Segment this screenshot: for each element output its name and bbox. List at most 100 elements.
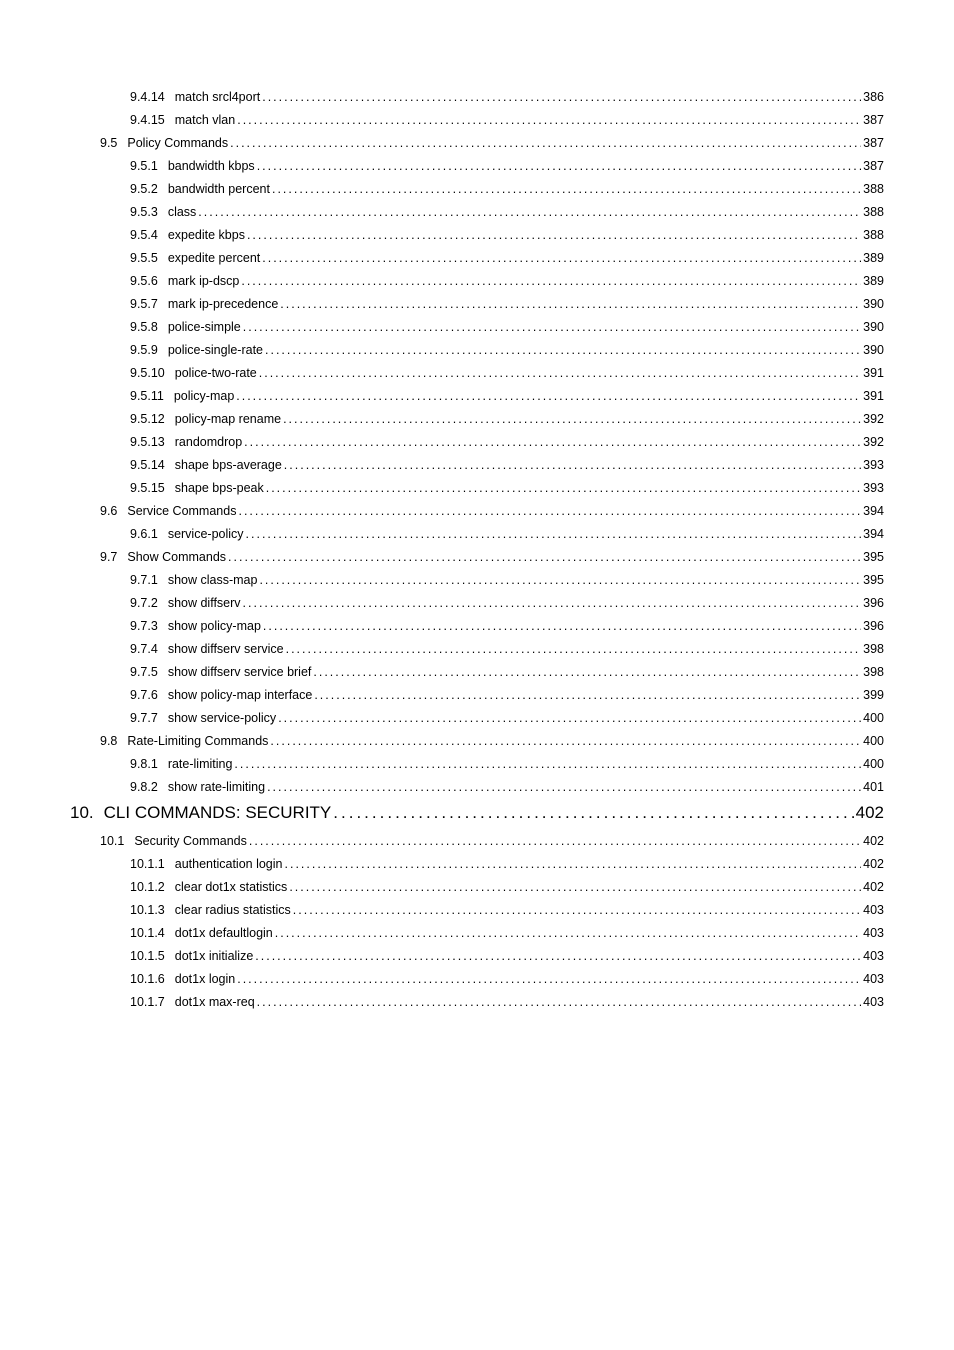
toc-leader-dots: ........................................… bbox=[238, 504, 861, 518]
toc-entry: 9.7.2 show diffserv......................… bbox=[70, 596, 884, 610]
toc-entry-page: 395 bbox=[863, 573, 884, 587]
toc-entry: 9.7.4show diffserv service..............… bbox=[70, 642, 884, 656]
toc-entry-title: Security Commands bbox=[134, 834, 247, 848]
toc-entry-page: 403 bbox=[863, 972, 884, 986]
toc-entry-title: show policy-map interface bbox=[168, 688, 313, 702]
toc-entry-number: 9.5.9 bbox=[130, 343, 158, 357]
toc-entry-page: 394 bbox=[863, 504, 884, 518]
toc-entry-title: clear dot1x statistics bbox=[175, 880, 288, 894]
toc-entry-number: 9.7.2 bbox=[130, 596, 158, 610]
toc-entry-number: 9.5.11 bbox=[130, 389, 164, 403]
toc-entry: 9.5.7mark ip-precedence.................… bbox=[70, 297, 884, 311]
toc-entry: 9.8.2show rate-limiting.................… bbox=[70, 780, 884, 794]
toc-entry-number: 9.8.2 bbox=[130, 780, 158, 794]
toc-entry-page: 387 bbox=[863, 159, 884, 173]
toc-leader-dots: ........................................… bbox=[272, 182, 861, 196]
toc-entry-page: 402 bbox=[856, 803, 884, 823]
toc-leader-dots: ........................................… bbox=[257, 995, 861, 1009]
toc-entry: 10.1.1authentication login..............… bbox=[70, 857, 884, 871]
toc-entry-number: 9.7.4 bbox=[130, 642, 158, 656]
toc-entry-number: 9.8 bbox=[100, 734, 117, 748]
toc-entry-number: 9.5.4 bbox=[130, 228, 158, 242]
toc-leader-dots: ........................................… bbox=[255, 949, 861, 963]
toc-leader-dots: ........................................… bbox=[198, 205, 861, 219]
toc-entry-page: 395 bbox=[863, 550, 884, 564]
toc-leader-dots: ........................................… bbox=[243, 596, 862, 610]
toc-entry: 9.8.1rate-limiting......................… bbox=[70, 757, 884, 771]
toc-entry-title: service-policy bbox=[168, 527, 244, 541]
toc-entry: 9.5.6mark ip-dscp.......................… bbox=[70, 274, 884, 288]
toc-leader-dots: ........................................… bbox=[280, 297, 861, 311]
toc-entry-number: 9.5.10 bbox=[130, 366, 165, 380]
toc-entry-page: 391 bbox=[863, 366, 884, 380]
toc-entry-number: 9.7 bbox=[100, 550, 117, 564]
toc-entry-title: show diffserv bbox=[168, 596, 241, 610]
toc-entry-title: shape bps-peak bbox=[175, 481, 264, 495]
toc-entry-title: authentication login bbox=[175, 857, 283, 871]
toc-entry-title: police-simple bbox=[168, 320, 241, 334]
toc-leader-dots: ........................................… bbox=[228, 550, 861, 564]
toc-entry-page: 403 bbox=[863, 995, 884, 1009]
toc-entry-number: 9.5.15 bbox=[130, 481, 165, 495]
toc-entry: 10.1.2 clear dot1x statistics............… bbox=[70, 880, 884, 894]
toc-leader-dots: ........................................… bbox=[333, 803, 853, 823]
toc-leader-dots: ........................................… bbox=[241, 274, 861, 288]
toc-leader-dots: ........................................… bbox=[265, 343, 861, 357]
toc-entry: 9.5.4expedite kbps......................… bbox=[70, 228, 884, 242]
toc-entry-page: 402 bbox=[863, 834, 884, 848]
toc-entry-title: bandwidth percent bbox=[168, 182, 270, 196]
toc-entry-number: 9.5.8 bbox=[130, 320, 158, 334]
toc-entry: 9.6.1service-policy.....................… bbox=[70, 527, 884, 541]
toc-entry-title: match vlan bbox=[175, 113, 235, 127]
toc-leader-dots: ........................................… bbox=[259, 573, 861, 587]
toc-entry: 9.5Policy Commands......................… bbox=[70, 136, 884, 150]
toc-entry-page: 402 bbox=[863, 880, 884, 894]
toc-entry-page: 387 bbox=[863, 136, 884, 150]
toc-leader-dots: ........................................… bbox=[278, 711, 861, 725]
toc-entry-page: 393 bbox=[863, 481, 884, 495]
toc-entry-number: 9.4.14 bbox=[130, 90, 165, 104]
toc-leader-dots: ........................................… bbox=[289, 880, 861, 894]
toc-entry-number: 9.5.5 bbox=[130, 251, 158, 265]
toc-entry: 9.5.9police-single-rate.................… bbox=[70, 343, 884, 357]
toc-entry: 9.5.10 police-two-rate...................… bbox=[70, 366, 884, 380]
toc-leader-dots: ........................................… bbox=[262, 251, 861, 265]
toc-entry: 9.5.14shape bps-average.................… bbox=[70, 458, 884, 472]
toc-entry-page: 403 bbox=[863, 926, 884, 940]
toc-leader-dots: ........................................… bbox=[257, 159, 861, 173]
toc-leader-dots: ........................................… bbox=[243, 320, 861, 334]
toc-entry: 9.5.8 police-simple......................… bbox=[70, 320, 884, 334]
toc-leader-dots: ........................................… bbox=[286, 642, 862, 656]
toc-entry-number: 9.5.13 bbox=[130, 435, 165, 449]
toc-entry-number: 9.7.3 bbox=[130, 619, 158, 633]
toc-entry-page: 390 bbox=[863, 343, 884, 357]
toc-entry-title: show policy-map bbox=[168, 619, 261, 633]
toc-entry-page: 393 bbox=[863, 458, 884, 472]
toc-entry: 9.4.15match vlan........................… bbox=[70, 113, 884, 127]
toc-entry: 10.1Security Commands...................… bbox=[70, 834, 884, 848]
toc-entry-title: CLI COMMANDS: SECURITY bbox=[104, 803, 332, 823]
toc-entry-page: 403 bbox=[863, 903, 884, 917]
toc-leader-dots: ........................................… bbox=[267, 780, 861, 794]
toc-leader-dots: ........................................… bbox=[259, 366, 861, 380]
toc-entry-number: 10.1.1 bbox=[130, 857, 165, 871]
toc-entry: 9.7.1show class-map.....................… bbox=[70, 573, 884, 587]
toc-entry-title: match srcl4port bbox=[175, 90, 260, 104]
toc-leader-dots: ........................................… bbox=[283, 412, 861, 426]
toc-entry-page: 396 bbox=[863, 619, 884, 633]
toc-leader-dots: ........................................… bbox=[284, 458, 861, 472]
toc-entry-title: show class-map bbox=[168, 573, 258, 587]
toc-entry-number: 9.5.3 bbox=[130, 205, 158, 219]
toc-entry-page: 402 bbox=[863, 857, 884, 871]
toc-entry: 9.5.2bandwidth percent..................… bbox=[70, 182, 884, 196]
toc-entry-number: 10.1.2 bbox=[130, 880, 165, 894]
toc-leader-dots: ........................................… bbox=[247, 228, 861, 242]
toc-entry-title: policy-map bbox=[174, 389, 234, 403]
toc-entry-title: police-two-rate bbox=[175, 366, 257, 380]
toc-entry: 9.5.11policy-map........................… bbox=[70, 389, 884, 403]
toc-entry-title: dot1x defaultlogin bbox=[175, 926, 273, 940]
toc-entry-page: 389 bbox=[863, 274, 884, 288]
toc-entry-title: mark ip-precedence bbox=[168, 297, 278, 311]
toc-entry-number: 10.1.5 bbox=[130, 949, 165, 963]
toc-entry-title: class bbox=[168, 205, 196, 219]
